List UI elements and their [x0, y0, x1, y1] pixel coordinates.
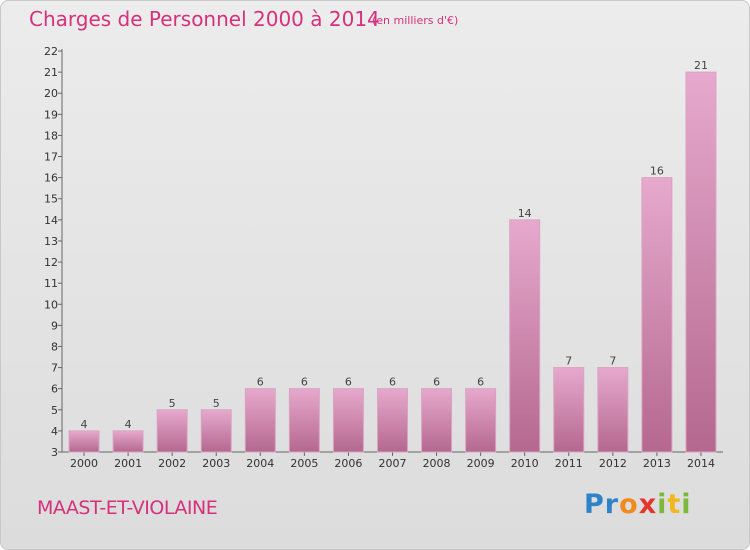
x-tick-label: 2006	[334, 457, 362, 470]
y-tick-label: 15	[44, 193, 58, 206]
logo-letter: o	[619, 489, 639, 520]
y-tick-label: 19	[44, 108, 58, 121]
bar	[465, 388, 497, 453]
bar	[156, 409, 188, 453]
bar	[200, 409, 232, 453]
commune-name: MAAST-ET-VIOLAINE	[37, 497, 218, 519]
bar	[553, 367, 585, 453]
bar	[597, 367, 629, 453]
logo-letter: x	[638, 489, 658, 520]
bar	[244, 388, 276, 453]
bar-value-label: 21	[694, 59, 708, 72]
value-labels-group: 4 4 5 5 6 6 6 6 6 6 14 7 7 16 21	[81, 59, 708, 431]
x-tick-label: 2007	[379, 457, 407, 470]
bar-value-label: 7	[609, 355, 616, 368]
y-tick-label: 14	[44, 214, 58, 227]
bar-value-label: 6	[389, 376, 396, 389]
bars-group	[68, 71, 717, 453]
bar-value-label: 6	[477, 376, 484, 389]
y-tick-label: 5	[51, 404, 58, 417]
bar-value-label: 6	[345, 376, 352, 389]
bar-value-label: 4	[125, 418, 132, 431]
y-tick-label: 6	[51, 383, 58, 396]
bar-value-label: 4	[81, 418, 88, 431]
y-tick-label: 21	[44, 66, 58, 79]
x-tick-label: 2013	[643, 457, 671, 470]
bar-value-label: 6	[301, 376, 308, 389]
bar	[288, 388, 320, 453]
y-tick-label: 11	[44, 277, 58, 290]
bar-value-label: 14	[518, 207, 532, 220]
proxiti-logo[interactable]: Proxiti	[584, 489, 692, 520]
logo-letter: i	[657, 489, 668, 520]
y-tick-label: 7	[51, 362, 58, 375]
bar	[377, 388, 408, 453]
x-tick-label: 2001	[114, 457, 142, 470]
x-tick-label: 2000	[70, 457, 98, 470]
logo-letter: r	[604, 489, 620, 520]
y-tick-label: 22	[44, 45, 58, 58]
y-tick-label: 18	[44, 129, 58, 142]
chart-subtitle: (en milliers d'€)	[372, 14, 459, 27]
bar-value-label: 6	[257, 376, 264, 389]
bar-value-label: 6	[433, 376, 440, 389]
y-tick-label: 4	[51, 425, 58, 438]
y-tick-label: 20	[44, 87, 58, 100]
logo-letter: i	[681, 489, 692, 520]
x-tick-label: 2009	[467, 457, 495, 470]
x-tick-label: 2003	[202, 457, 230, 470]
x-tick-label: 2012	[599, 457, 627, 470]
bar	[332, 388, 364, 453]
x-tick-label: 2008	[423, 457, 451, 470]
bar-value-label: 5	[213, 397, 220, 410]
chart-title: Charges de Personnel 2000 à 2014	[29, 7, 380, 31]
axes: 3 4 5 6 7 8 9 10 11 12 13 14 15 16 17 18 19 20 21 22 2000 200…	[44, 45, 723, 470]
bar	[421, 388, 453, 453]
logo-letter: t	[667, 489, 682, 520]
y-tick-label: 9	[51, 319, 58, 332]
y-tick-label: 13	[44, 235, 58, 248]
y-tick-label: 12	[44, 256, 58, 269]
y-tick-label: 16	[44, 172, 58, 185]
x-tick-label: 2005	[290, 457, 318, 470]
y-tick-label: 3	[51, 446, 58, 459]
bar-value-label: 5	[169, 397, 176, 410]
x-tick-label: 2011	[555, 457, 583, 470]
bar	[685, 71, 717, 453]
bar	[641, 177, 673, 453]
bar-value-label: 7	[565, 355, 572, 368]
x-tick-label: 2010	[511, 457, 539, 470]
bar-value-label: 16	[650, 165, 664, 178]
bar	[112, 430, 144, 453]
y-tick-label: 10	[44, 298, 58, 311]
logo-letter: P	[584, 489, 605, 520]
x-tick-label: 2004	[246, 457, 274, 470]
y-tick-label: 17	[44, 151, 58, 164]
x-tick-label: 2002	[158, 457, 186, 470]
bar	[68, 430, 100, 453]
bar	[509, 219, 541, 453]
x-tick-label: 2014	[687, 457, 715, 470]
y-tick-label: 8	[51, 340, 58, 353]
